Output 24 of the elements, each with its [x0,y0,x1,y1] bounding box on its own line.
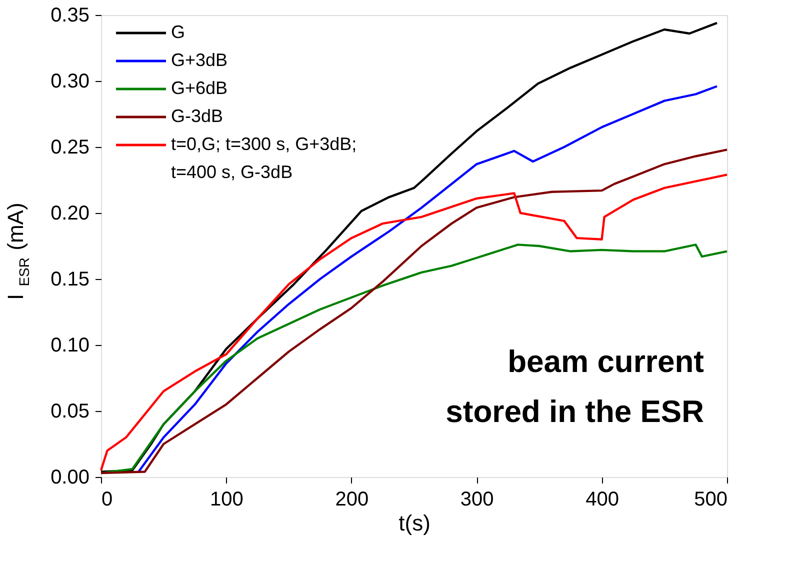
y-tick-label: 0.30 [50,70,90,92]
line-series [100,22,718,473]
x-tick-label: 200 [335,488,369,510]
x-tick-label: 400 [586,488,619,510]
y-tick-label: 0.35 [50,4,90,26]
x-axis-title: t(s) [398,510,430,536]
x-tick-label: 300 [460,488,494,510]
y-tick-label: 0.25 [50,136,90,158]
annotation: beam current stored in the ESR [446,344,704,429]
y-tick-label: 0.20 [50,202,90,224]
y-axis-title: IESR (mA) [3,202,32,300]
x-tick-label: 500 [694,488,728,510]
x-tick-label: 0 [102,488,113,510]
line-series [100,244,728,474]
y-tick-label: 0.00 [50,466,90,488]
x-tick-label: 100 [210,488,244,510]
legend-label: G+6dB [171,78,228,98]
legend-label: G-3dB [171,106,224,126]
legend-label: t=0,G; t=300 s, G+3dB; t=400 s, G-3dB [171,134,357,182]
y-tick-label: 0.15 [50,268,90,290]
legend-label: G+3dB [171,50,228,70]
y-tick-label: 0.10 [50,334,90,356]
legend-label: G [171,22,186,42]
y-tick-label: 0.05 [50,400,90,422]
